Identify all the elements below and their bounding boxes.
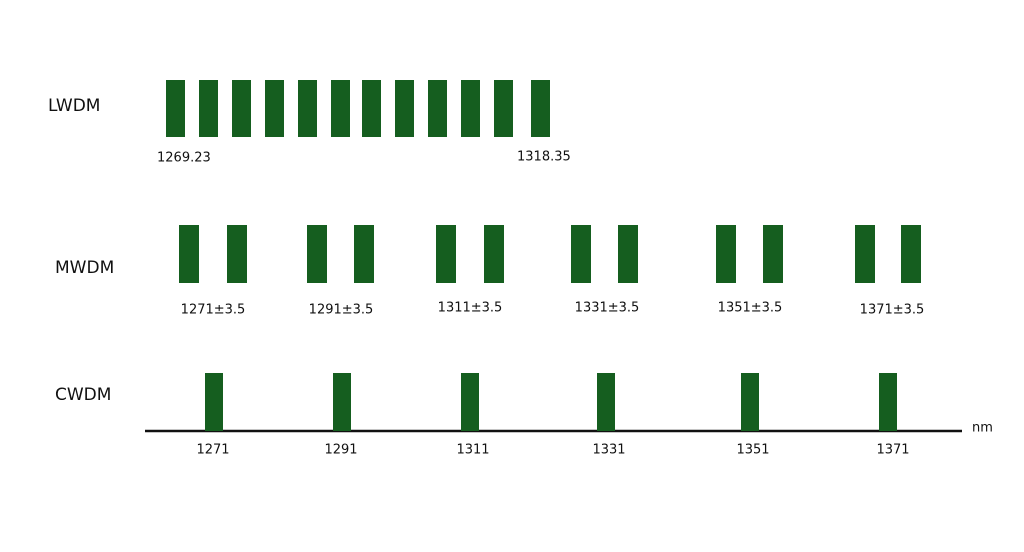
channel-bar (362, 80, 381, 137)
channel-label: 1291 (324, 443, 357, 458)
channel-bar (166, 80, 185, 137)
channel-label: 1271 (196, 443, 229, 458)
channel-bar (879, 373, 897, 431)
channel-bar (741, 373, 759, 431)
channel-label: 1291±3.5 (309, 303, 374, 318)
channel-label: 1271±3.5 (181, 303, 246, 318)
channel-label: 1351 (736, 443, 769, 458)
row-label: MWDM (55, 258, 114, 278)
channel-bar (205, 373, 223, 431)
channel-bar (265, 80, 284, 137)
channel-label: 1311±3.5 (438, 301, 503, 316)
channel-bar (461, 373, 479, 431)
channel-label: 1311 (456, 443, 489, 458)
channel-bar (298, 80, 317, 137)
channel-bar (428, 80, 447, 137)
channel-bar (597, 373, 615, 431)
channel-bar (179, 225, 199, 283)
channel-bar (331, 80, 350, 137)
channel-bar (232, 80, 251, 137)
channel-bar (531, 80, 550, 137)
channel-label: 1269.23 (157, 151, 211, 166)
channel-bar (395, 80, 414, 137)
axis-unit: nm (972, 421, 993, 436)
channel-label: 1371 (876, 443, 909, 458)
channel-bar (901, 225, 921, 283)
channel-bar (494, 80, 513, 137)
channel-bar (436, 225, 456, 283)
channel-bar (354, 225, 374, 283)
channel-bar (716, 225, 736, 283)
channel-label: 1331 (592, 443, 625, 458)
channel-bar (484, 225, 504, 283)
channel-bar (571, 225, 591, 283)
row-label: CWDM (55, 385, 111, 405)
channel-bar (307, 225, 327, 283)
channel-label: 1351±3.5 (718, 301, 783, 316)
channel-label: 1331±3.5 (575, 301, 640, 316)
channel-label: 1371±3.5 (860, 303, 925, 318)
channel-label: 1318.35 (517, 150, 571, 165)
channel-bar (333, 373, 351, 431)
channel-bar (227, 225, 247, 283)
channel-bar (855, 225, 875, 283)
channel-bar (199, 80, 218, 137)
channel-bar (461, 80, 480, 137)
channel-bar (618, 225, 638, 283)
row-label: LWDM (48, 96, 100, 116)
channel-bar (763, 225, 783, 283)
